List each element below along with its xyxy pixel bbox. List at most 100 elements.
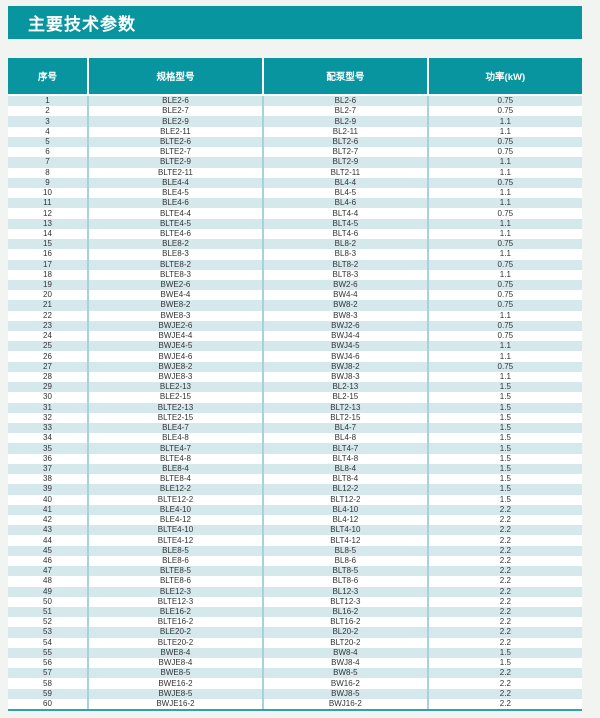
cell-power: 1.5	[499, 453, 511, 463]
table-row: 18 BLTE8-3 BLT8-3 1.1	[8, 269, 582, 280]
cell-power: 2.2	[499, 515, 511, 525]
table-row: 42 BLE4-12 BL4-12 2.2	[8, 514, 582, 526]
cell-pump-model: BL4-7	[264, 423, 429, 434]
cell-serial: 15	[8, 239, 89, 250]
cell-spec-model: BLE4-7	[89, 423, 264, 434]
cell-power: 2.2	[499, 566, 511, 576]
parameters-table: 序号 规格型号 配泵型号 功率(kW) 1 BLE2-6 BL2-6 0.75 2 BLE…	[8, 58, 582, 712]
table-row: 13 BLTE4-5 BLT4-5 1.1	[8, 218, 582, 229]
table-row: 52 BLTE16-2 BLT16-2 2.2	[8, 617, 582, 628]
cell-power: 1.1	[499, 351, 511, 361]
cell-serial: 18	[8, 269, 89, 280]
cell-serial: 40	[8, 494, 89, 505]
cell-pump-model: BLT2-6	[264, 136, 429, 148]
cell-spec-model: BLTE2-11	[89, 167, 264, 178]
cell-serial: 33	[8, 423, 89, 434]
cell-spec-model: BLE12-2	[89, 484, 264, 495]
cell-pump-model: BWJ8-3	[264, 371, 429, 383]
table-row: 58 BWE16-2 BW16-2 2.2	[8, 678, 582, 689]
cell-power: 2.2	[499, 678, 511, 688]
cell-spec-model: BLTE8-6	[89, 576, 264, 587]
cell-spec-model: BLTE8-5	[89, 566, 264, 577]
cell-serial: 57	[8, 668, 89, 679]
table-row: 30 BLE2-15 BL2-15 1.5	[8, 392, 582, 403]
cell-power: 1.5	[499, 474, 511, 484]
cell-serial: 23	[8, 320, 89, 332]
table-header-row: 序号 规格型号 配泵型号 功率(kW)	[8, 58, 582, 94]
table-row: 22 BWE8-3 BW8-3 1.1	[8, 310, 582, 321]
cell-serial: 58	[8, 678, 89, 689]
cell-pump-model: BL2-13	[264, 382, 429, 393]
cell-pump-model: BWJ4-4	[264, 331, 429, 342]
cell-serial: 44	[8, 535, 89, 546]
cell-pump-model: BL4-10	[264, 504, 429, 515]
cell-spec-model: BLE2-9	[89, 116, 264, 127]
cell-power: 1.5	[499, 423, 511, 433]
cell-pump-model: BWJ8-4	[264, 658, 429, 669]
column-header-spec-model: 规格型号	[88, 58, 264, 94]
cell-pump-model: BL2-9	[264, 116, 429, 127]
cell-spec-model: BLE8-4	[89, 463, 264, 475]
cell-pump-model: BLT4-8	[264, 453, 429, 464]
cell-power: 0.75	[497, 147, 514, 157]
cell-pump-model: BWJ4-6	[264, 351, 429, 362]
table-row: 39 BLE12-2 BL12-2 1.5	[8, 484, 582, 495]
cell-spec-model: BWE8-5	[89, 668, 264, 679]
cell-spec-model: BWE16-2	[89, 678, 264, 689]
cell-spec-model: BLE4-6	[89, 198, 264, 209]
cell-serial: 14	[8, 228, 89, 240]
cell-spec-model: BLTE12-2	[89, 494, 264, 505]
cell-spec-model: BLTE4-6	[89, 228, 264, 240]
cell-spec-model: BWE8-4	[89, 647, 264, 659]
cell-spec-model: BLE4-4	[89, 177, 264, 188]
cell-pump-model: BLT8-6	[264, 576, 429, 587]
cell-serial: 21	[8, 300, 89, 311]
cell-pump-model: BLT4-5	[264, 218, 429, 229]
cell-spec-model: BLE2-7	[89, 106, 264, 117]
cell-pump-model: BLT2-15	[264, 412, 429, 423]
cell-pump-model: BL4-5	[264, 187, 429, 199]
cell-power: 2.2	[499, 535, 511, 545]
cell-spec-model: BLTE2-9	[89, 157, 264, 168]
cell-spec-model: BLTE2-13	[89, 402, 264, 413]
cell-power: 1.1	[499, 341, 511, 351]
cell-power: 1.1	[499, 228, 511, 238]
cell-spec-model: BWJE4-4	[89, 331, 264, 342]
cell-spec-model: BLE20-2	[89, 627, 264, 638]
cell-spec-model: BWJE4-5	[89, 341, 264, 352]
cell-serial: 32	[8, 412, 89, 423]
cell-pump-model: BLT16-2	[264, 617, 429, 628]
cell-pump-model: BLT8-4	[264, 474, 429, 485]
table-row: 32 BLTE2-15 BLT2-15 1.5	[8, 412, 582, 423]
cell-power: 1.1	[499, 126, 511, 136]
cell-power: 0.75	[497, 177, 514, 187]
cell-power: 1.1	[499, 116, 511, 126]
cell-spec-model: BLTE4-8	[89, 453, 264, 464]
cell-spec-model: BLE4-12	[89, 514, 264, 526]
cell-serial: 37	[8, 463, 89, 475]
table-row: 24 BWJE4-4 BWJ4-4 0.75	[8, 331, 582, 342]
cell-serial: 47	[8, 566, 89, 577]
cell-pump-model: BL12-2	[264, 484, 429, 495]
cell-spec-model: BLTE2-6	[89, 136, 264, 148]
cell-pump-model: BL8-2	[264, 239, 429, 250]
cell-spec-model: BLTE4-7	[89, 443, 264, 454]
table-row: 20 BWE4-4 BW4-4 0.75	[8, 290, 582, 301]
cell-pump-model: BW8-2	[264, 300, 429, 311]
cell-spec-model: BLTE4-5	[89, 218, 264, 229]
cell-power: 2.2	[499, 576, 511, 586]
cell-power: 1.1	[499, 310, 511, 320]
cell-pump-model: BWJ16-2	[264, 698, 429, 710]
cell-serial: 31	[8, 402, 89, 413]
cell-pump-model: BLT4-10	[264, 525, 429, 536]
cell-serial: 35	[8, 443, 89, 454]
cell-power: 1.1	[499, 372, 511, 382]
cell-power: 0.75	[497, 208, 514, 218]
cell-serial: 42	[8, 514, 89, 526]
table-row: 11 BLE4-6 BL4-6 1.1	[8, 198, 582, 209]
cell-power: 1.1	[499, 167, 511, 177]
cell-pump-model: BW2-6	[264, 279, 429, 291]
cell-spec-model: BWJE8-4	[89, 658, 264, 669]
cell-serial: 50	[8, 596, 89, 607]
cell-power: 1.5	[499, 494, 511, 504]
